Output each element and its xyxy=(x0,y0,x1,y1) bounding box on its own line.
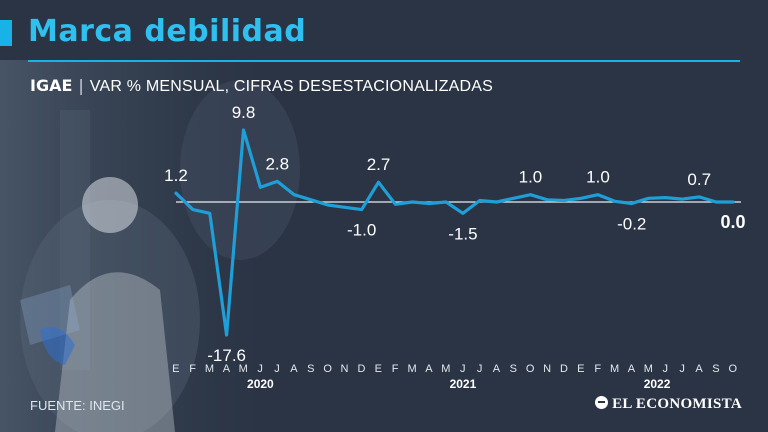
x-tick-label: O xyxy=(323,363,332,375)
x-tick-label: J xyxy=(257,363,263,375)
title-accent-bar xyxy=(0,20,12,46)
x-tick-label: S xyxy=(510,363,518,375)
brand-name: EL ECONOMISTA xyxy=(612,396,742,412)
data-label: -1.0 xyxy=(347,221,376,240)
x-tick-label: J xyxy=(477,363,483,375)
x-tick-label: J xyxy=(460,363,466,375)
brand-mark-icon xyxy=(595,396,609,409)
x-tick-label: F xyxy=(189,363,196,375)
data-label: 2.7 xyxy=(367,155,391,174)
data-label: 1.0 xyxy=(519,168,543,187)
data-label: 1.2 xyxy=(164,166,188,185)
x-tick-label: A xyxy=(493,363,501,375)
title-divider xyxy=(28,60,740,62)
x-tick-label: M xyxy=(610,363,620,375)
x-tick-label: A xyxy=(223,363,231,375)
x-tick-label: E xyxy=(172,363,180,375)
x-tick-label: A xyxy=(628,363,636,375)
data-label: 0.7 xyxy=(687,170,711,189)
source-note: FUENTE: INEGI xyxy=(30,398,125,413)
x-tick-label: M xyxy=(644,363,654,375)
x-tick-label: J xyxy=(274,363,280,375)
x-tick-label: N xyxy=(543,363,551,375)
x-tick-label: A xyxy=(290,363,298,375)
x-tick-label: D xyxy=(560,363,568,375)
page-title: Marca debilidad xyxy=(28,14,307,49)
x-tick-label: O xyxy=(526,363,535,375)
x-tick-label: S xyxy=(712,363,720,375)
data-label: 9.8 xyxy=(232,103,256,122)
year-label: 2020 xyxy=(247,377,274,391)
x-tick-label: F xyxy=(594,363,601,375)
year-label: 2021 xyxy=(450,377,477,391)
x-tick-label: A xyxy=(695,363,703,375)
data-label: 1.0 xyxy=(586,168,610,187)
subtitle-description: VAR % MENSUAL, CIFRAS DESESTACIONALIZADA… xyxy=(89,78,494,95)
x-tick-label: D xyxy=(357,363,365,375)
x-tick-label: E xyxy=(577,363,585,375)
x-tick-label: M xyxy=(239,363,249,375)
x-tick-label: J xyxy=(662,363,668,375)
x-tick-label: N xyxy=(341,363,349,375)
data-label: -17.6 xyxy=(207,346,246,365)
data-label: 2.8 xyxy=(265,154,289,173)
subtitle-separator: | xyxy=(78,76,84,95)
x-tick-label: E xyxy=(375,363,383,375)
series-line xyxy=(174,128,735,337)
chart-subtitle: IGAE | VAR % MENSUAL, CIFRAS DESESTACIONAL… xyxy=(30,76,493,96)
x-tick-label: M xyxy=(441,363,451,375)
x-tick-label: F xyxy=(392,363,399,375)
year-label: 2022 xyxy=(644,377,671,391)
data-label: -1.5 xyxy=(448,224,477,243)
x-tick-label: S xyxy=(307,363,315,375)
brand-logo: EL ECONOMISTA xyxy=(595,396,742,413)
subtitle-indicator: IGAE xyxy=(30,76,73,95)
x-tick-label: A xyxy=(425,363,433,375)
x-tick-label: O xyxy=(728,363,737,375)
data-label: -0.2 xyxy=(617,215,646,234)
data-label: 0.0 xyxy=(720,212,745,232)
x-tick-label: J xyxy=(679,363,685,375)
x-tick-label: M xyxy=(407,363,417,375)
x-tick-label: M xyxy=(205,363,215,375)
